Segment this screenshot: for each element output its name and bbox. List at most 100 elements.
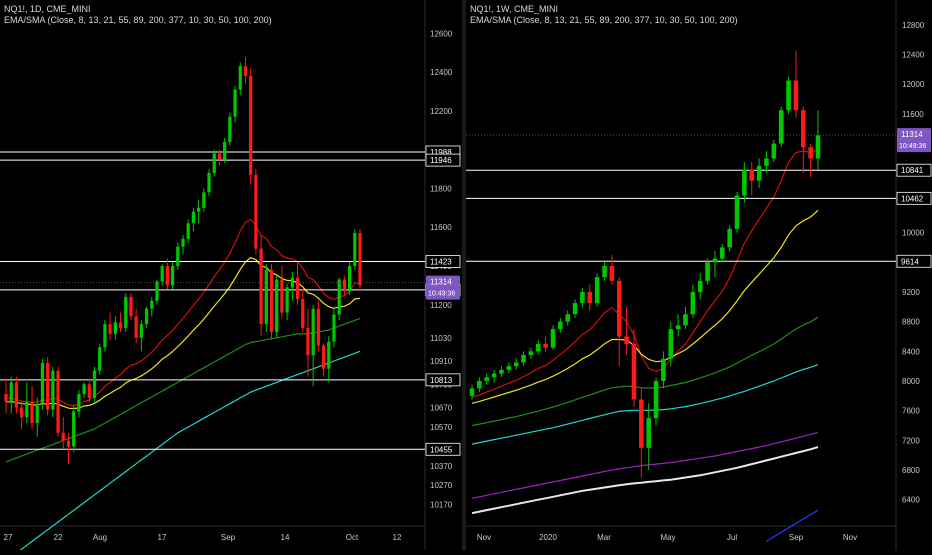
weekly-current-price-tag	[897, 128, 931, 153]
weekly-level-label: 10462	[901, 194, 924, 203]
daily-moving-average-line	[5, 218, 361, 407]
weekly-candle-body	[639, 399, 644, 448]
daily-candle-body	[280, 279, 284, 313]
pane-divider[interactable]	[462, 0, 466, 550]
weekly-date-tick: May	[660, 533, 675, 542]
daily-date-tick: Aug	[93, 533, 107, 542]
weekly-candle-body	[734, 195, 740, 229]
weekly-price-tick: 6800	[902, 466, 920, 475]
weekly-moving-average-line	[471, 316, 819, 427]
weekly-candle-body	[513, 362, 519, 367]
weekly-level-label-box	[896, 191, 932, 205]
weekly-candle-body	[521, 355, 526, 363]
daily-candle-body	[290, 277, 294, 288]
weekly-price-tick: 8800	[902, 318, 920, 327]
daily-candle-body	[30, 401, 34, 424]
weekly-chart-canvas[interactable]: 1280012400120001160010800100009200880084…	[466, 0, 932, 550]
weekly-moving-average-line	[471, 209, 819, 404]
weekly-candle-body	[624, 336, 629, 344]
daily-candle-body	[40, 362, 45, 404]
weekly-date-tick: Jul	[727, 533, 737, 542]
daily-price-tick: 12600	[430, 29, 453, 38]
weekly-candle-body	[742, 169, 747, 196]
daily-candle-body	[118, 322, 123, 329]
daily-moving-average-line	[6, 257, 361, 410]
weekly-price-tick: 6400	[902, 496, 920, 505]
daily-candle-body	[56, 370, 60, 433]
weekly-candle-body	[572, 303, 578, 315]
daily-candle-body	[264, 269, 268, 325]
daily-candle-body	[311, 308, 315, 356]
weekly-candle-body	[616, 280, 622, 337]
weekly-candle-body	[771, 143, 777, 159]
daily-candle-body	[25, 401, 29, 418]
daily-chart-canvas[interactable]: 1260012400122001200011800116001140011200…	[0, 0, 462, 555]
weekly-candle-body	[631, 343, 637, 400]
daily-candle-body	[249, 75, 253, 175]
weekly-candle-body	[764, 158, 769, 166]
daily-candle-body	[61, 432, 65, 441]
weekly-price-tick: 10000	[902, 229, 925, 238]
weekly-price-tick: 9200	[902, 288, 920, 297]
weekly-price-tick: 8000	[902, 377, 920, 386]
weekly-candle-body	[756, 165, 762, 181]
daily-candle-body	[87, 384, 91, 398]
weekly-candle-body	[690, 291, 696, 315]
daily-indicator-label: EMA/SMA (Close, 8, 13, 21, 55, 89, 200, …	[4, 15, 272, 25]
weekly-candle-body	[749, 169, 755, 181]
weekly-countdown-label: 10:49:36	[899, 143, 926, 150]
daily-date-tick: 22	[54, 533, 63, 542]
weekly-candle-body	[800, 110, 806, 148]
weekly-candle-body	[661, 358, 666, 382]
daily-candle-body	[14, 382, 19, 408]
weekly-date-tick: Sep	[789, 533, 804, 542]
daily-level-label-box	[425, 373, 461, 387]
weekly-candle-body	[786, 80, 791, 111]
daily-candle-body	[82, 384, 86, 394]
weekly-candle-body	[683, 314, 688, 326]
daily-symbol-label: NQ1!, 1D, CME_MINI	[4, 4, 91, 14]
daily-candle-body	[124, 297, 128, 329]
daily-candle-body	[103, 324, 107, 348]
daily-price-tick: 10370	[430, 462, 453, 471]
daily-price-tick: 11600	[430, 223, 452, 232]
daily-candle-body	[51, 370, 55, 410]
weekly-price-tick: 8400	[902, 347, 920, 356]
weekly-price-tick: 12800	[902, 21, 925, 30]
daily-candle-body	[212, 153, 216, 173]
daily-candle-body	[144, 308, 149, 325]
weekly-candle-body	[778, 110, 784, 144]
daily-candle-body	[332, 314, 336, 342]
daily-price-tick: 12400	[430, 68, 453, 77]
weekly-candle-body	[646, 418, 651, 448]
daily-candle-body	[347, 266, 352, 292]
weekly-candle-body	[528, 351, 534, 356]
daily-candle-body	[170, 266, 175, 286]
daily-candle-body	[72, 411, 76, 447]
daily-date-tick: 17	[158, 533, 167, 542]
weekly-candle-body	[815, 135, 821, 159]
weekly-candle-body	[712, 258, 718, 263]
weekly-price-tick: 11600	[902, 110, 924, 119]
daily-candle-body	[108, 324, 112, 334]
daily-candle-body	[342, 279, 346, 292]
weekly-candle-body	[653, 381, 659, 419]
daily-level-label-box	[425, 442, 461, 456]
daily-candle-body	[160, 266, 164, 282]
weekly-candle-body	[565, 314, 570, 322]
weekly-candle-body	[697, 280, 703, 292]
weekly-level-label-box	[896, 254, 932, 268]
daily-candle-body	[223, 141, 227, 160]
daily-candle-body	[321, 345, 326, 369]
daily-candle-body	[353, 233, 357, 266]
daily-candle-body	[275, 279, 279, 332]
daily-price-tick: 11030	[430, 334, 452, 343]
weekly-chart-pane[interactable]: 1280012400120001160010800100009200880084…	[466, 0, 932, 550]
daily-candle-body	[191, 211, 196, 224]
weekly-candle-body	[558, 321, 563, 330]
weekly-moving-average-line	[766, 509, 819, 542]
daily-candle-body	[98, 347, 102, 371]
daily-chart-pane[interactable]: 1260012400122001200011800116001140011200…	[0, 0, 462, 555]
daily-candle-body	[202, 192, 206, 208]
weekly-candle-body	[675, 325, 681, 330]
